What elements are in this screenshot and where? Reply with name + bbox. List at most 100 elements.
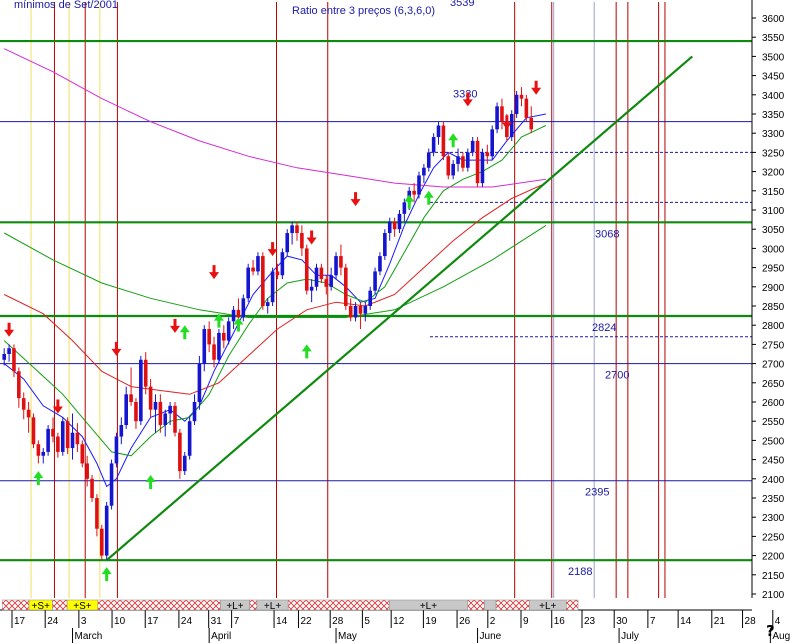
y-tick-label: 3350 [762, 110, 785, 121]
candle-body [90, 478, 94, 498]
candle-body [524, 98, 529, 118]
candle-body [119, 425, 124, 437]
candle-body [402, 202, 407, 214]
candle-body [431, 137, 436, 153]
help-glyph[interactable]: ? [766, 622, 775, 640]
candle-body [500, 106, 504, 122]
y-tick-label: 2600 [762, 398, 785, 409]
y-tick-label: 2350 [762, 494, 785, 505]
sell-arrow [52, 399, 63, 414]
moving-average-line [3, 113, 546, 488]
candle-body [495, 106, 499, 130]
y-tick-label: 2800 [762, 321, 785, 332]
y-tick-label: 3000 [762, 244, 785, 255]
sell-arrow [501, 115, 512, 130]
candle-body [441, 125, 446, 157]
candle-body [529, 117, 534, 130]
candle-body [12, 348, 16, 372]
signal-segment-label: +S+ [73, 601, 92, 612]
candle-body [36, 444, 41, 456]
candle-body [339, 256, 343, 268]
candle-body [41, 451, 46, 456]
signal-segment [467, 599, 485, 611]
candle-body [397, 213, 402, 230]
candle-body [456, 156, 460, 164]
horizontal-levels: 3330 3068 2824 2700 2395 2188 [0, 39, 752, 578]
level-label: 2700 [605, 370, 629, 382]
candle-body [265, 302, 270, 306]
signal-segment [566, 599, 579, 611]
candle-body [480, 152, 485, 184]
signal-segment [52, 599, 68, 611]
x-tick-label: 17 [147, 616, 159, 627]
candle-body [314, 267, 319, 287]
candle-body [383, 233, 387, 257]
candle-body [475, 140, 480, 184]
candle-body [212, 344, 216, 360]
buy-arrow [101, 567, 112, 582]
candle-body [422, 167, 426, 176]
y-tick-label: 2150 [762, 571, 785, 582]
candle-body [344, 267, 348, 306]
signal-segment [97, 599, 221, 611]
moving-average-line [3, 182, 547, 395]
signal-segment-label: +S+ [32, 601, 51, 612]
candle-body [358, 306, 363, 314]
x-tick-label: 24 [181, 616, 193, 627]
candle-body [470, 140, 475, 153]
candle-body [56, 436, 60, 452]
candle-body [304, 248, 309, 291]
candle-body [70, 432, 75, 449]
x-tick-label: 2 [490, 616, 496, 627]
candle-body [280, 252, 285, 276]
x-tick-label: 16 [554, 616, 566, 627]
month-label: May [338, 631, 357, 642]
candle-body [261, 256, 265, 306]
month-label: July [621, 631, 639, 642]
level-label: 2188 [568, 566, 592, 578]
moving-averages [3, 48, 547, 488]
header-left-title: mínimos de Set/2001 [14, 0, 118, 11]
candle-body [143, 359, 148, 387]
signal-bar: +S+ +S+ +L+ +L+ +L+ +L+ [1, 599, 579, 612]
y-tick-label: 2400 [762, 475, 785, 486]
candle-body [80, 444, 85, 464]
candle-body [75, 432, 80, 445]
x-tick-label: 14 [276, 616, 288, 627]
month-label: June [480, 631, 502, 642]
y-tick-label: 2700 [762, 360, 785, 371]
sell-arrow [209, 265, 220, 280]
candle-body [2, 354, 6, 360]
level-label: 2395 [585, 487, 609, 499]
y-tick-label: 3600 [762, 14, 785, 25]
candle-body [319, 267, 324, 280]
candle-body [65, 421, 70, 449]
header-partial-value: 3539 [450, 0, 474, 9]
candle-body [109, 463, 114, 506]
candle-body [51, 428, 55, 437]
signal-segment [484, 599, 497, 611]
candle-body [505, 121, 509, 138]
candle-body [31, 417, 36, 445]
x-tick-label: 7 [650, 616, 656, 627]
candle-body [124, 394, 128, 426]
x-tick-label: 24 [47, 616, 59, 627]
signal-segment-label: +L+ [264, 601, 281, 612]
x-tick-label: 10 [114, 616, 126, 627]
level-label: 3068 [595, 228, 619, 240]
x-tick-label: 5 [364, 616, 370, 627]
candle-body [17, 371, 21, 399]
y-tick-label: 3550 [762, 33, 785, 44]
candle-body [373, 271, 377, 291]
signal-segment [287, 599, 390, 611]
y-tick-label: 3300 [762, 129, 785, 140]
vertical-signal-lines [30, 2, 666, 598]
candle-body [436, 125, 441, 138]
y-tick-label: 2900 [762, 283, 785, 294]
y-tick-label: 2950 [762, 264, 785, 275]
candle-body [173, 405, 177, 433]
candle-body [334, 256, 338, 276]
trendline [105, 55, 693, 562]
candle-body [392, 221, 397, 230]
buy-arrow [233, 317, 244, 332]
